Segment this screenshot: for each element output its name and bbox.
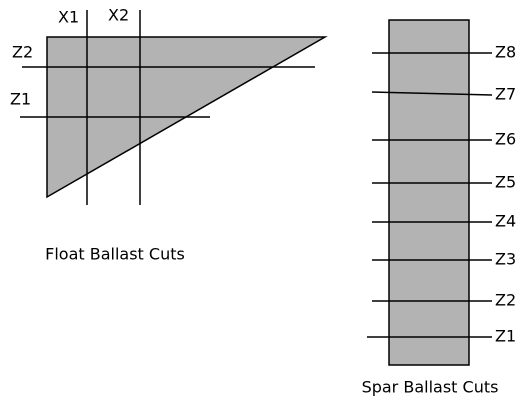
spar-cut-label: Z5 — [495, 173, 516, 192]
x1-label: X1 — [58, 8, 79, 27]
z1-label: Z1 — [10, 90, 31, 109]
spar-cut-label: Z4 — [495, 212, 516, 231]
spar-cut-label: Z1 — [495, 327, 516, 346]
spar-title: Spar Ballast Cuts — [362, 378, 499, 397]
spar-cut-label: Z8 — [495, 43, 516, 62]
float-title: Float Ballast Cuts — [45, 245, 185, 264]
spar-cut-label: Z2 — [495, 291, 516, 310]
spar-cut-label: Z7 — [495, 85, 516, 104]
spar-cut-label: Z6 — [495, 130, 516, 149]
spar-rect — [388, 19, 470, 366]
spar-cut-label: Z3 — [495, 250, 516, 269]
spar-cuts: Z8 Z7 Z6 Z5 Z4 Z3 Z2 Z1 — [367, 43, 516, 346]
z2-label: Z2 — [12, 43, 33, 62]
x2-label: X2 — [108, 6, 129, 25]
spar-cut — [371, 91, 493, 96]
